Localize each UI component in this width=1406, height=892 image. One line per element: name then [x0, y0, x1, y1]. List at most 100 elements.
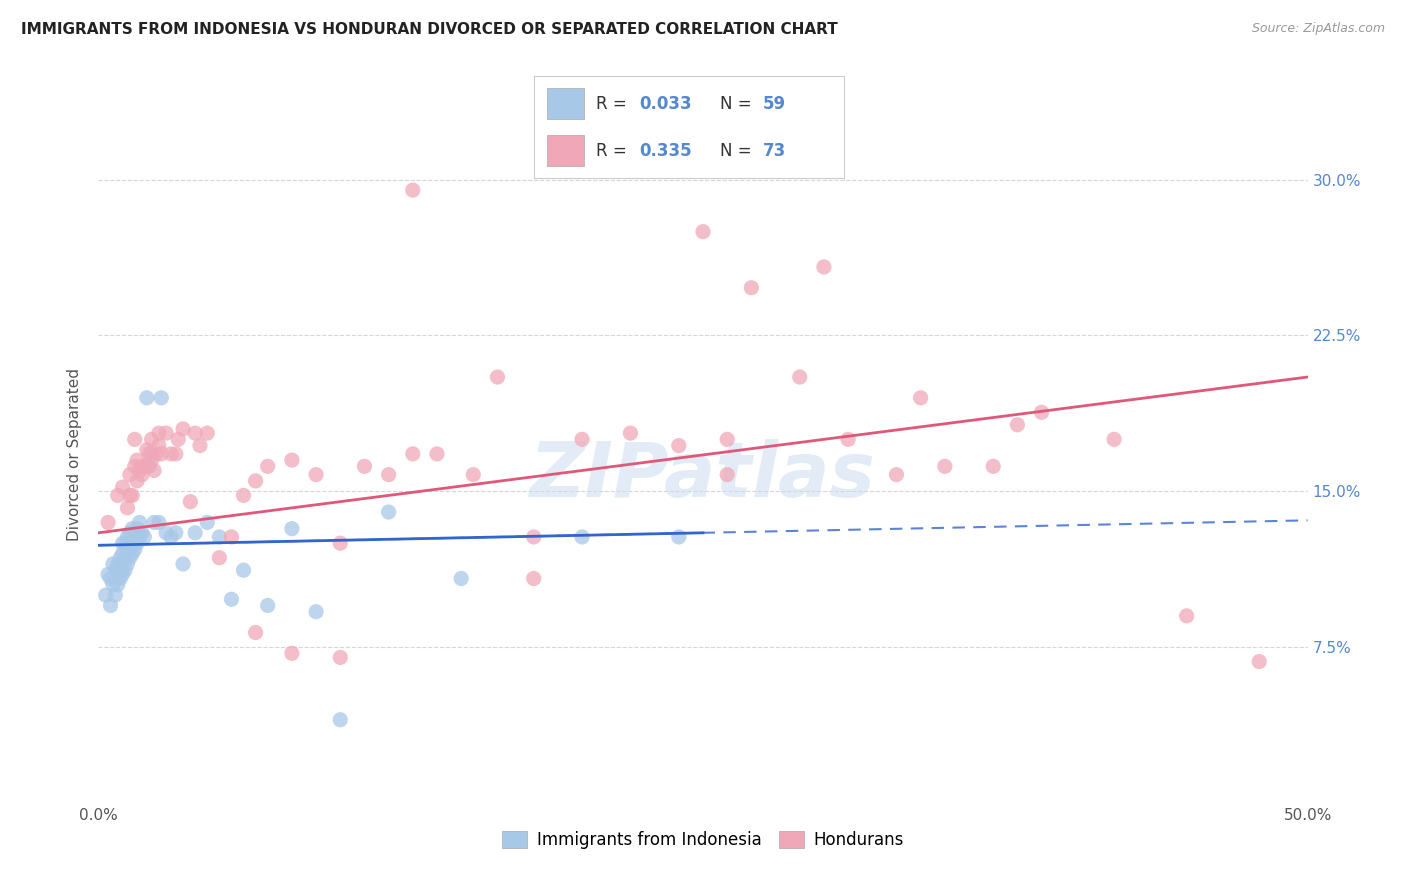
Point [571, 530, 593, 544]
Point [114, 563, 136, 577]
Point [148, 439, 170, 453]
Point [117, 547, 139, 561]
Text: ZIPatlas: ZIPatlas [530, 439, 876, 513]
Point [124, 459, 146, 474]
Point [118, 542, 141, 557]
Point [134, 530, 156, 544]
Point [523, 530, 546, 544]
Point [138, 459, 160, 474]
Point [135, 391, 157, 405]
Point [117, 500, 139, 515]
Point [402, 447, 425, 461]
Point [127, 453, 149, 467]
Point [426, 447, 449, 461]
Point [118, 550, 141, 565]
Point [155, 525, 177, 540]
Point [100, 572, 122, 586]
Legend: Immigrants from Indonesia, Hondurans: Immigrants from Indonesia, Hondurans [494, 822, 912, 857]
Point [1007, 417, 1029, 432]
Point [118, 467, 141, 482]
Text: R =: R = [596, 142, 633, 160]
Point [121, 536, 143, 550]
Point [789, 370, 811, 384]
Point [135, 442, 157, 457]
Point [111, 547, 134, 561]
Point [221, 592, 243, 607]
Point [463, 467, 485, 482]
Point [121, 547, 143, 561]
Point [305, 605, 328, 619]
Point [256, 599, 278, 613]
Point [305, 467, 328, 482]
Text: 73: 73 [763, 142, 786, 160]
Point [195, 516, 218, 530]
Point [124, 530, 146, 544]
Point [117, 557, 139, 571]
Point [138, 447, 160, 461]
Point [148, 426, 170, 441]
Point [486, 370, 509, 384]
Text: R =: R = [596, 95, 633, 112]
Point [195, 426, 218, 441]
Point [668, 530, 690, 544]
Point [523, 572, 546, 586]
Point [117, 530, 139, 544]
Point [101, 578, 124, 592]
Point [128, 530, 150, 544]
Point [107, 488, 129, 502]
Point [232, 488, 254, 502]
Point [155, 426, 177, 441]
Text: IMMIGRANTS FROM INDONESIA VS HONDURAN DIVORCED OR SEPARATED CORRELATION CHART: IMMIGRANTS FROM INDONESIA VS HONDURAN DI… [21, 22, 838, 37]
Point [127, 474, 149, 488]
Point [184, 426, 207, 441]
Point [100, 599, 122, 613]
Point [245, 474, 267, 488]
Point [571, 433, 593, 447]
Point [208, 530, 231, 544]
Point [143, 516, 166, 530]
Point [121, 488, 143, 502]
Point [281, 522, 304, 536]
Point [134, 459, 156, 474]
Point [172, 422, 194, 436]
Point [184, 525, 207, 540]
Point [716, 467, 738, 482]
Point [188, 439, 211, 453]
Point [208, 550, 231, 565]
Point [281, 453, 304, 467]
Point [353, 459, 375, 474]
Text: 0.335: 0.335 [640, 142, 692, 160]
Text: N =: N = [720, 142, 756, 160]
Point [104, 588, 127, 602]
Point [716, 433, 738, 447]
Point [150, 447, 173, 461]
Point [450, 572, 472, 586]
Point [245, 625, 267, 640]
Point [143, 463, 166, 477]
Text: N =: N = [720, 95, 756, 112]
Point [131, 525, 153, 540]
Point [179, 494, 201, 508]
Point [402, 183, 425, 197]
Point [121, 522, 143, 536]
Point [114, 536, 136, 550]
Point [94, 588, 117, 602]
Point [934, 459, 956, 474]
Point [232, 563, 254, 577]
Point [111, 480, 134, 494]
Point [329, 713, 352, 727]
Point [148, 516, 170, 530]
Point [837, 433, 859, 447]
Point [813, 260, 835, 274]
Point [256, 459, 278, 474]
Point [97, 516, 120, 530]
Point [127, 536, 149, 550]
Point [97, 567, 120, 582]
Point [160, 447, 183, 461]
Point [1031, 405, 1053, 419]
Point [165, 447, 187, 461]
Point [127, 522, 149, 536]
Point [107, 578, 129, 592]
Point [111, 536, 134, 550]
Point [172, 557, 194, 571]
